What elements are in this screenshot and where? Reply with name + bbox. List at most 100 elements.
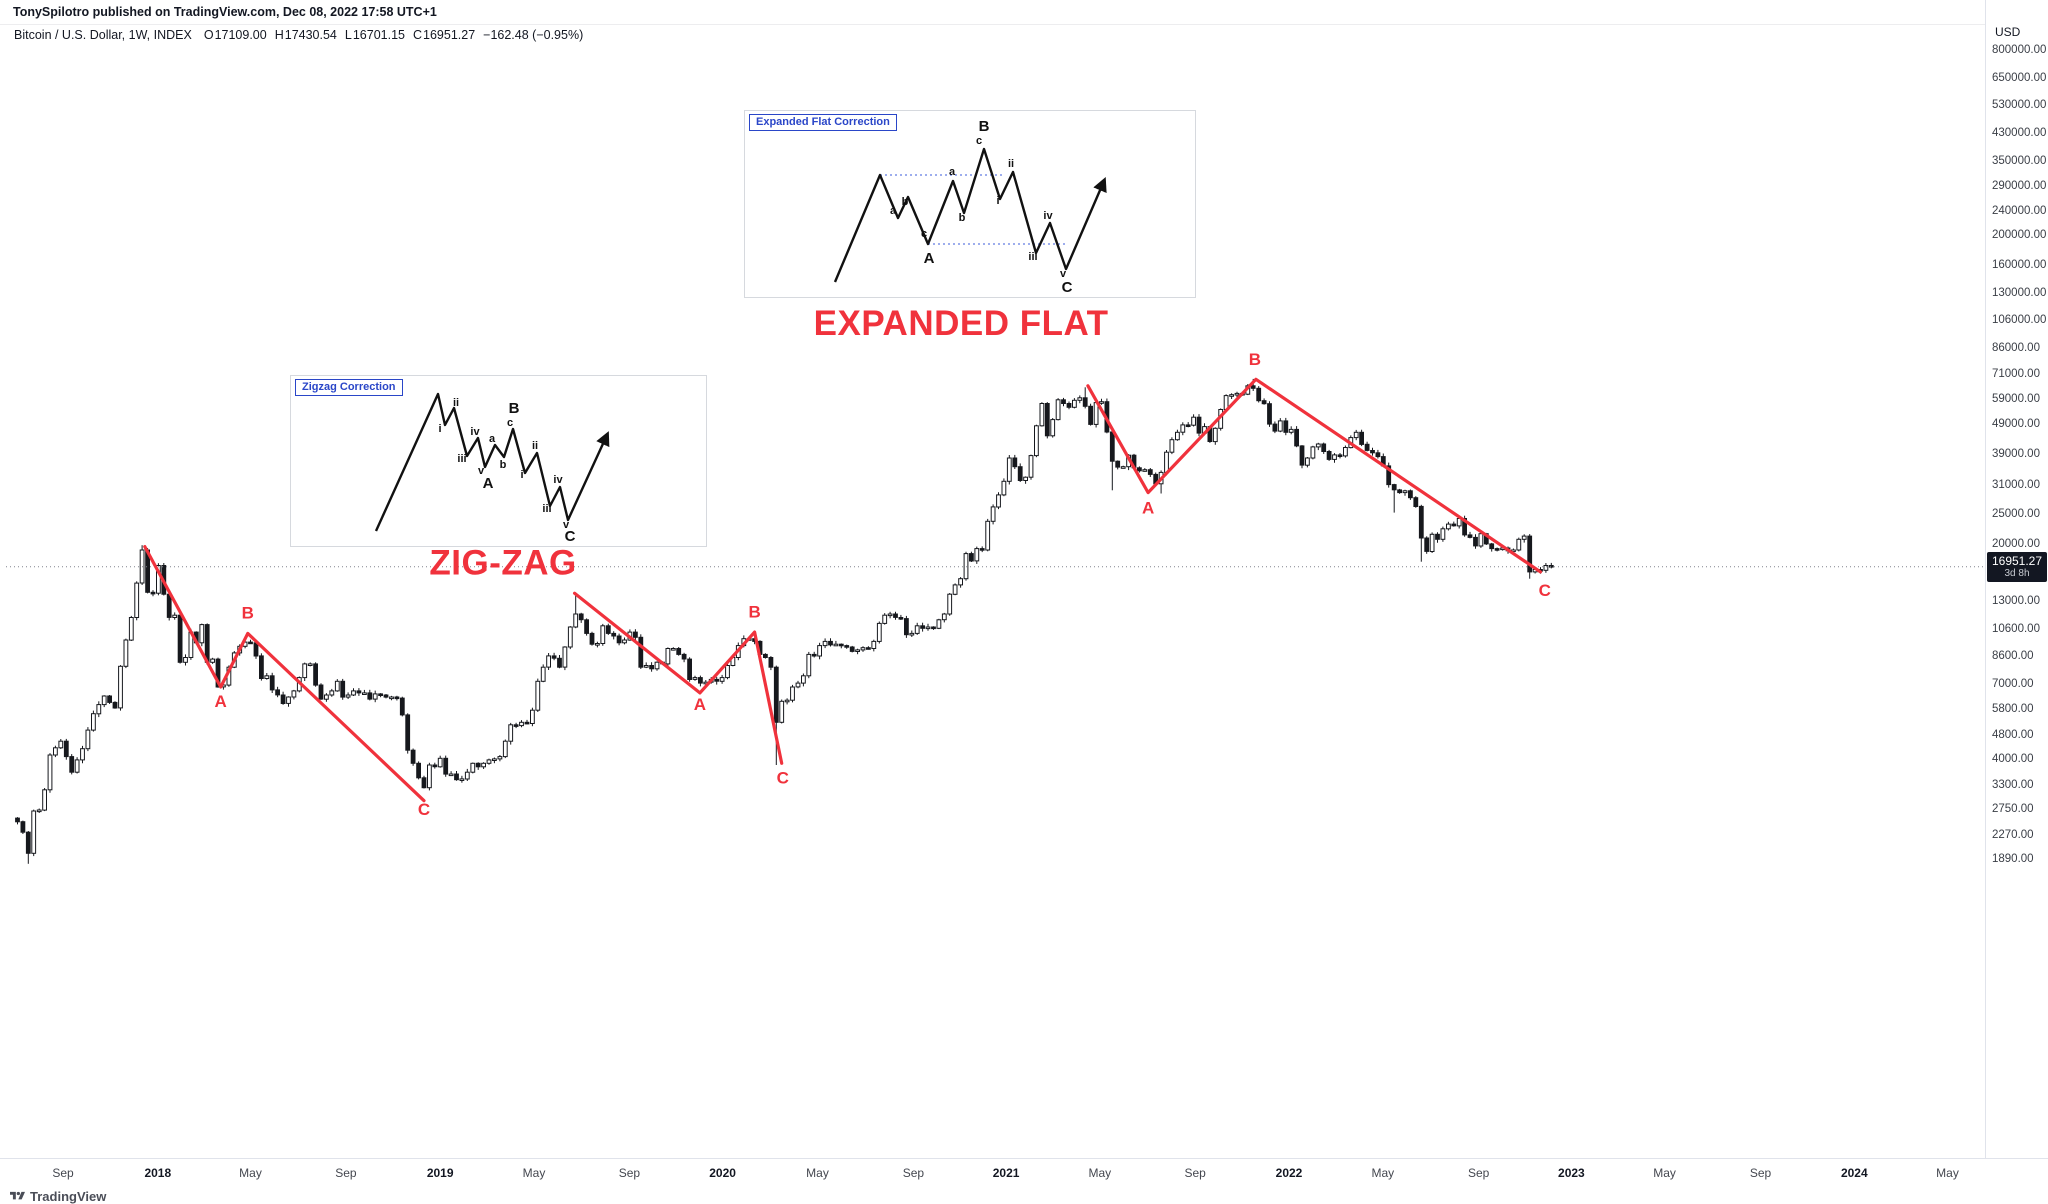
time-axis[interactable]: Sep 2018 May Sep 2019 May Sep 2020 May Sep 2021 May… <box>0 1158 2048 1189</box>
candle <box>486 758 492 765</box>
candle <box>20 820 26 834</box>
candle <box>1180 422 1186 436</box>
candle <box>833 640 839 647</box>
candle <box>849 645 855 653</box>
time-tick-label: May <box>1088 1166 1112 1180</box>
price-tick-label: 10600.00 <box>1992 622 2040 635</box>
candle <box>1175 429 1180 441</box>
price-tick-label: 86000.00 <box>1992 342 2040 355</box>
price-tick-label: 200000.00 <box>1992 229 2047 242</box>
candle <box>324 693 329 702</box>
candle <box>692 675 698 681</box>
candle <box>1521 534 1527 543</box>
wave-label: v <box>1060 268 1067 280</box>
candle <box>123 638 129 669</box>
candle <box>492 757 497 764</box>
bar-close-countdown: 3d 8h <box>2004 567 2030 579</box>
candle <box>578 612 584 623</box>
wave-label: ii <box>453 397 459 409</box>
time-tick-label: Sep <box>1184 1166 1206 1180</box>
candle <box>931 626 936 630</box>
candle <box>378 693 384 698</box>
time-tick-label: 2020 <box>709 1166 736 1180</box>
price-tick-label: 160000.00 <box>1992 259 2047 272</box>
candle <box>790 684 795 703</box>
wave-label: b <box>500 459 507 471</box>
candle <box>63 738 69 760</box>
price-tick-label: 130000.00 <box>1992 287 2047 300</box>
pattern-label[interactable]: ZIG-ZAG <box>429 543 576 582</box>
candle <box>882 613 888 625</box>
wave-letter[interactable]: C <box>418 800 430 819</box>
expanded-flat-diagram-title[interactable]: Expanded Flat Correction <box>749 114 897 131</box>
wave-letter[interactable]: B <box>1249 350 1261 369</box>
candle <box>887 611 893 619</box>
pattern-label[interactable]: EXPANDED FLAT <box>814 304 1109 343</box>
price-tick-label: 4800.00 <box>1992 728 2034 741</box>
wave-letter[interactable]: C <box>1539 581 1551 600</box>
candle <box>589 631 595 646</box>
time-tick-label: 2019 <box>426 1166 454 1180</box>
wave-letter[interactable]: B <box>748 603 760 622</box>
wave-letter[interactable]: A <box>694 695 706 714</box>
price-tick-label: 1890.00 <box>1992 853 2034 866</box>
wave-letter[interactable]: A <box>1142 499 1154 518</box>
candle <box>535 678 541 712</box>
candle <box>1082 387 1088 409</box>
candle <box>936 618 942 630</box>
wave-letter[interactable]: B <box>242 604 254 623</box>
candle <box>600 623 606 646</box>
price-tick-label: 71000.00 <box>1992 368 2040 381</box>
candle <box>979 546 985 553</box>
candle <box>866 646 871 650</box>
candle <box>1077 395 1083 404</box>
wave-label: a <box>489 433 496 445</box>
candle <box>1109 428 1115 491</box>
zigzag-diagram-title[interactable]: Zigzag Correction <box>295 379 403 396</box>
price-tick-label: 4000.00 <box>1992 752 2034 765</box>
candle <box>990 504 996 525</box>
candle <box>53 745 58 758</box>
candle <box>952 583 958 596</box>
wave-label: B <box>509 400 520 417</box>
candle <box>996 492 1001 510</box>
candle <box>1028 454 1034 480</box>
price-tick-label: 2750.00 <box>1992 803 2034 816</box>
candle <box>551 652 557 661</box>
price-tick-label: 5800.00 <box>1992 703 2034 716</box>
wave-label: iv <box>553 474 563 486</box>
last-price-value: 16951.27 <box>1991 553 2043 568</box>
abc-correction-line[interactable] <box>1086 377 1543 574</box>
time-tick-label: Sep <box>1749 1166 1772 1180</box>
candle <box>1364 441 1370 452</box>
candle <box>513 722 519 729</box>
footer-branding[interactable]: TradingView <box>10 1188 106 1204</box>
candle <box>199 623 205 647</box>
price-axis[interactable]: USD 800000.00 650000.00 530000.00 430000.00… <box>1985 0 2048 1158</box>
candle <box>1321 442 1327 454</box>
wave-letter[interactable]: C <box>777 769 789 788</box>
candle <box>557 655 562 669</box>
candle <box>822 638 828 649</box>
candles-layer <box>15 378 1554 864</box>
candle <box>128 615 134 641</box>
candle <box>1391 483 1397 513</box>
candle <box>1548 562 1554 569</box>
wave-letter[interactable]: A <box>215 692 227 711</box>
wave-label: iii <box>457 453 466 465</box>
candle <box>1451 521 1457 527</box>
candle <box>25 831 31 864</box>
candle <box>838 643 844 649</box>
price-tick-label: 2270.00 <box>1992 828 2034 841</box>
elliott-wave-drawings[interactable]: A B C A B C A B C ZIG-ZAG EXPANDED FLAT <box>143 304 1551 819</box>
candle <box>1402 489 1408 496</box>
wave-label: c <box>976 135 982 147</box>
abc-correction-line[interactable] <box>143 544 426 803</box>
candle <box>1288 426 1294 435</box>
candle <box>210 657 215 664</box>
price-tick-label: 59000.00 <box>1992 392 2040 405</box>
abc-correction-line[interactable] <box>572 591 784 765</box>
